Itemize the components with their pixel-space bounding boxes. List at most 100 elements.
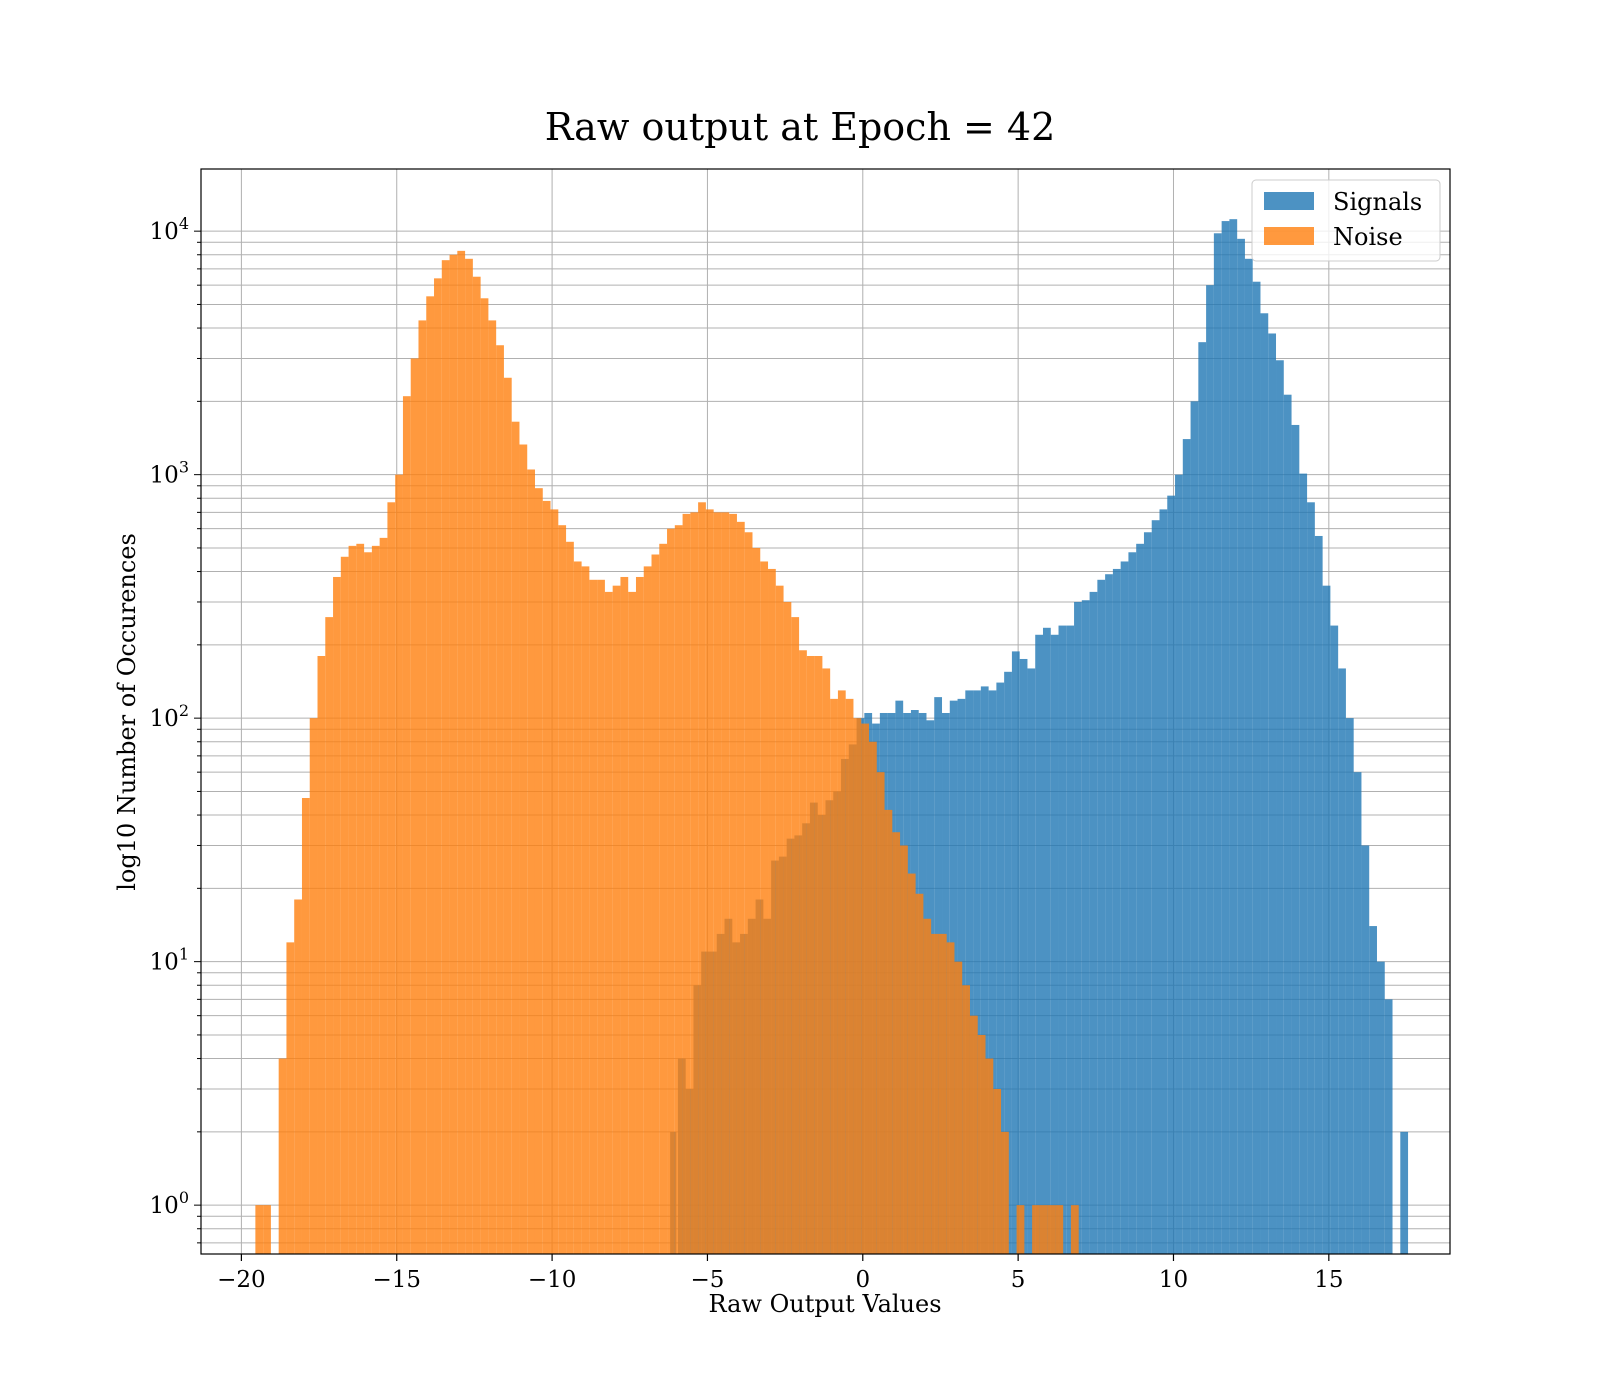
x-axis-ticks: −20 −15 −10 −5 0 5 10 15 [217,1254,1343,1293]
noise-bar [698,502,706,1255]
noise-bar [496,345,504,1254]
noise-bar [550,509,559,1254]
noise-bar [915,893,924,1254]
signals-bar [1120,561,1129,1254]
noise-bar [255,1205,264,1254]
x-tick-label: 0 [855,1267,870,1293]
noise-bar [566,541,574,1254]
noise-bar [1055,1205,1064,1254]
y-axis-label: log10 Number of Occurences [113,533,141,891]
noise-bar [340,556,349,1254]
noise-bar [876,772,885,1254]
noise-bar [744,532,753,1254]
signals-bar [1206,285,1214,1254]
signals-bar [1221,221,1230,1254]
signals-bar [1322,585,1331,1254]
y-tick-label: 100 [150,1188,189,1219]
noise-bar [488,320,497,1254]
noise-bar [799,650,807,1254]
signals-bar [1213,233,1222,1254]
plot-area-frame [200,168,1451,1255]
noise-bar [371,545,380,1254]
signals-bar [1081,600,1090,1254]
noise-bar [402,396,411,1254]
signals-bar [1167,495,1176,1254]
signals-bar [1237,238,1245,1254]
noise-bar [736,521,745,1254]
signals-bar [1384,999,1393,1254]
noise-bar [938,933,947,1254]
x-tick-label: −10 [528,1267,577,1293]
noise-bar [286,942,295,1254]
noise-bar [643,566,652,1254]
noise-bar [294,899,302,1254]
signals-bar [1252,281,1261,1254]
noise-bar [775,585,784,1254]
signals-bar [988,690,997,1254]
y-tick-label: 101 [150,945,189,976]
legend-label-signals: Signals [1333,188,1422,216]
y-tick-label: 104 [150,214,189,245]
signals-bar [1345,718,1354,1254]
legend-swatch-signals [1264,192,1314,210]
signals-bar [1066,625,1075,1254]
noise-bar [892,832,901,1254]
signals-bar [1400,1131,1409,1254]
signals-bar [1291,424,1300,1254]
noise-bar [690,512,699,1254]
noise-bar [542,500,551,1255]
signals-bar [1042,627,1051,1254]
noise-bar [589,579,598,1254]
noise-bar [597,579,605,1254]
signals-bar [1089,591,1098,1254]
noise-bar [705,509,714,1254]
noise-bar [604,591,613,1254]
noise-bar [861,723,869,1254]
signals-bar [980,686,989,1254]
noise-bar [845,698,854,1254]
noise-bar [395,474,403,1254]
x-tick-label: −5 [690,1267,724,1293]
noise-bar [946,942,955,1254]
noise-bar [348,545,357,1254]
signals-bar [996,682,1005,1254]
signals-bar [1143,532,1152,1254]
noise-bar [969,1015,978,1254]
y-axis-ticks: 100 101 102 103 104 [150,214,201,1244]
noise-bar [301,797,310,1254]
noise-bar [985,1058,994,1254]
noise-bar [472,276,481,1254]
signals-bar [1074,601,1082,1254]
noise-bar [760,561,769,1254]
signals-bar [1128,552,1137,1254]
noise-bar [954,961,963,1254]
legend-label-noise: Noise [1333,223,1403,251]
y-tick-label: 102 [150,701,189,732]
noise-bar [441,260,450,1255]
noise-bar [379,537,388,1254]
signals-bar [1050,634,1059,1254]
signals-bar [1276,360,1284,1254]
chart-title: Raw output at Epoch = 42 [545,105,1056,149]
noise-bar [418,320,427,1254]
signals-bar [1175,474,1183,1254]
noise-bar [931,933,939,1254]
signals-bar [1314,535,1323,1254]
signals-bar [1268,333,1277,1254]
signals-bar [1058,625,1067,1254]
noise-bar [729,513,737,1254]
noise-bar [317,655,326,1254]
noise-bar [806,655,815,1254]
noise-bar [325,617,334,1254]
noise-bar [410,358,419,1254]
noise-bar [791,617,800,1254]
signals-bar [1105,574,1113,1254]
signals-bar [1307,502,1315,1255]
signals-bar [1260,313,1269,1254]
noise-bar [426,296,435,1254]
noise-bar [434,278,442,1255]
noise-bar [1032,1205,1040,1254]
noise-bar [752,547,761,1254]
legend-swatch-noise [1264,227,1314,245]
noise-bar [573,561,582,1254]
